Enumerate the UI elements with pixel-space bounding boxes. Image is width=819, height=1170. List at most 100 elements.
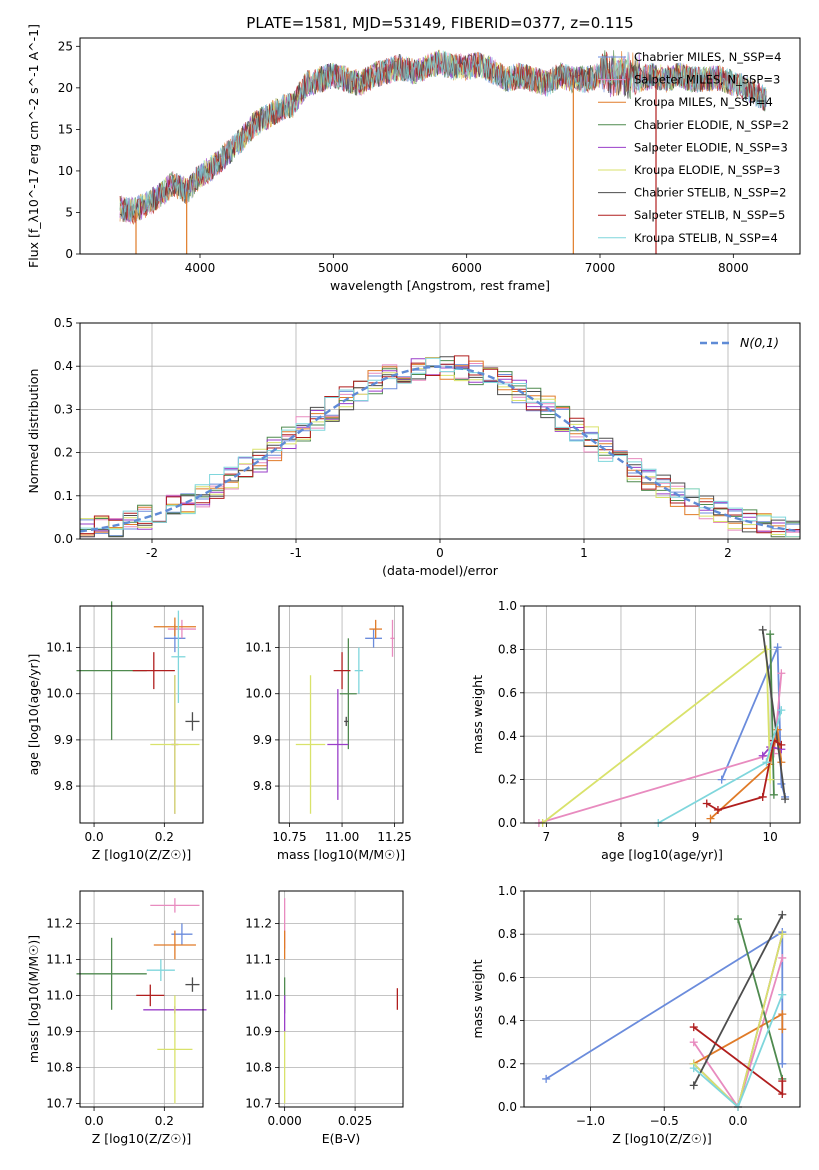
x-axis-label: Z [log10(Z/Z☉)]	[92, 1131, 192, 1146]
x-tick-label: 0.2	[155, 1114, 174, 1128]
axes-frame	[79, 890, 204, 1108]
panel-mass-vs-z: 0.0 0.2 10.7 10.8 10.9 11.0 11.1 11.2 Z [log10(Z…	[26, 890, 207, 1146]
data-point	[150, 675, 200, 814]
y-tick-label: 11.2	[46, 916, 73, 930]
weight-marker	[781, 795, 790, 804]
axes-frame	[523, 605, 801, 824]
y-tick-label: 9.8	[253, 779, 272, 793]
y-tick-label: 0.6	[498, 686, 517, 700]
data-point	[153, 617, 196, 637]
y-tick-label: 10.8	[46, 1060, 73, 1074]
y-tick-label: 0.4	[498, 1014, 517, 1028]
data-point	[295, 675, 326, 814]
y-tick-label: 0.6	[498, 970, 517, 984]
weight-marker	[689, 1064, 698, 1073]
gaussian-curve	[79, 365, 801, 533]
x-tick-label: 10	[763, 830, 778, 844]
spectrum-line	[119, 50, 767, 223]
legend-entry: Salpeter MILES, N_SSP=3	[634, 73, 780, 87]
weight-marker	[758, 625, 767, 634]
y-axis-label: mass [log10(M/M☉)]	[26, 935, 41, 1063]
spectrum-legend: Chabrier MILES, N_SSP=4 Salpeter MILES, N…	[598, 50, 789, 245]
data-point	[327, 689, 349, 800]
y-tick-label: 9.8	[54, 779, 73, 793]
x-axis-label: (data-model)/error	[382, 563, 499, 578]
x-tick-label: −0.5	[650, 1114, 679, 1128]
weight-marker	[713, 805, 722, 814]
weight-marker	[778, 1090, 787, 1099]
panel-mass-vs-ebv: 0.000 0.025 10.7 10.8 10.9 11.0 11.1 11.2 E(B-V)	[245, 890, 404, 1146]
weight-marker	[689, 1038, 698, 1047]
x-tick-label: 2	[724, 546, 732, 560]
weight-marker	[762, 758, 771, 767]
y-axis-label: age [log10(age/yr)]	[26, 654, 41, 776]
y-tick-label: 10.0	[46, 687, 73, 701]
x-axis-label: Z [log10(Z/Z☉)]	[92, 847, 192, 862]
y-tick-label: 0.0	[498, 1100, 517, 1114]
weight-marker	[778, 953, 787, 962]
legend-entry: Chabrier MILES, N_SSP=4	[634, 50, 781, 64]
panel-massweight-vs-age: 7 8 9 10 0.0 0.2 0.4 0.6 0.8 1.0 age [log10(age/yr…	[470, 599, 801, 862]
weight-marker	[778, 1059, 787, 1068]
y-tick-label: 11.1	[245, 952, 272, 966]
y-tick-label: 1.0	[498, 599, 517, 613]
weight-marker	[758, 792, 767, 801]
y-axis-label: Flux [f_λ10^-17 erg cm^-2 s^-1 A^-1]	[26, 24, 41, 268]
x-tick-label: 6000	[451, 261, 482, 275]
x-tick-label: 0.025	[338, 1114, 372, 1128]
axes-frame	[523, 890, 801, 1108]
y-tick-label: 0.3	[54, 402, 73, 416]
axes-frame	[79, 322, 801, 540]
x-tick-label: 7	[543, 830, 551, 844]
weight-marker	[706, 814, 715, 823]
y-tick-label: 11.2	[245, 916, 272, 930]
weight-line	[692, 914, 784, 1086]
weight-marker	[766, 630, 775, 639]
data-point	[146, 959, 175, 981]
y-tick-label: 0.0	[498, 816, 517, 830]
y-tick-label: 11.0	[245, 988, 272, 1002]
legend-entry: N(0,1)	[740, 335, 779, 350]
weight-line	[769, 634, 775, 795]
x-tick-label: 8	[617, 830, 625, 844]
data-point	[369, 619, 382, 639]
axes-frame	[278, 890, 404, 1108]
data-point	[354, 647, 364, 694]
axes-frame	[278, 605, 404, 824]
x-tick-label: -2	[146, 546, 158, 560]
weight-marker	[778, 990, 787, 999]
x-tick-label: 5000	[318, 261, 349, 275]
axes-frame	[79, 37, 801, 255]
y-axis-label: mass weight	[470, 959, 485, 1038]
weight-marker	[542, 1074, 551, 1083]
y-tick-label: 5	[65, 205, 73, 219]
data-point	[185, 977, 200, 992]
weight-line	[657, 709, 783, 824]
x-axis-label: age [log10(age/yr)]	[601, 847, 723, 862]
y-tick-label: 0.8	[498, 642, 517, 656]
y-tick-label: 10.1	[245, 641, 272, 655]
weight-marker	[689, 1081, 698, 1090]
data-point	[132, 652, 175, 690]
legend-entry: Kroupa ELODIE, N_SSP=3	[634, 163, 780, 177]
x-tick-label: 4000	[185, 261, 216, 275]
axes-frame	[79, 605, 204, 824]
x-tick-label: -1	[290, 546, 302, 560]
weight-marker	[777, 706, 786, 715]
data-point	[167, 619, 196, 639]
weight-marker	[778, 910, 787, 919]
weight-marker	[766, 775, 775, 784]
x-axis-label: wavelength [Angstrom, rest frame]	[330, 278, 550, 293]
weight-marker	[689, 1023, 698, 1032]
x-tick-label: 0.0	[85, 830, 104, 844]
x-tick-label: 1	[580, 546, 588, 560]
residual-histogram	[80, 357, 800, 538]
weight-marker	[758, 751, 767, 760]
x-tick-label: 8000	[718, 261, 749, 275]
weight-marker	[717, 775, 726, 784]
data-point	[153, 930, 196, 960]
y-tick-label: 10.1	[46, 641, 73, 655]
data-point	[185, 712, 200, 731]
weight-marker	[769, 790, 778, 799]
x-tick-label: −1.0	[576, 1114, 605, 1128]
